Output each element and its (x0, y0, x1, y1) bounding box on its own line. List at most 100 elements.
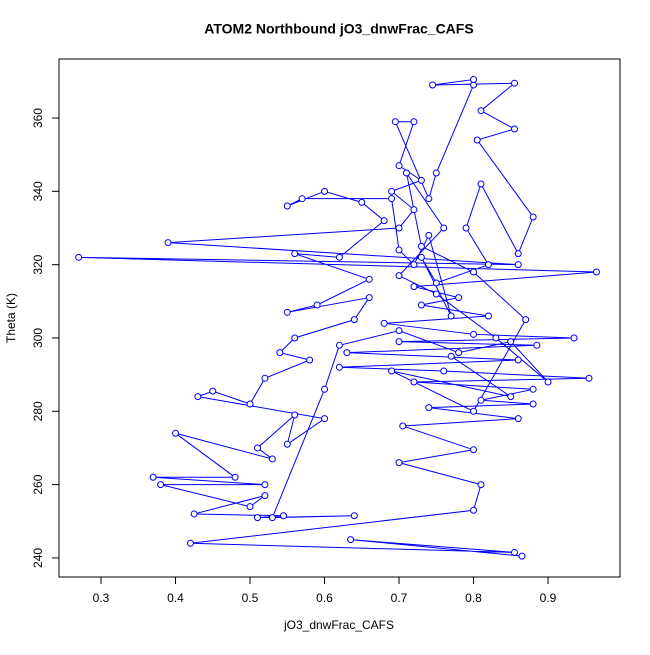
y-tick-label: 340 (31, 181, 45, 201)
data-point (470, 446, 478, 454)
data-point (470, 330, 478, 338)
data-point (280, 512, 288, 520)
data-point (209, 387, 217, 395)
data-point (429, 81, 437, 89)
x-tick-label: 0.9 (540, 591, 557, 605)
data-point (350, 512, 358, 520)
data-point (395, 224, 403, 232)
x-tick-label: 0.6 (316, 591, 333, 605)
data-point (380, 217, 388, 225)
data-point (477, 180, 485, 188)
data-point (544, 378, 552, 386)
data-point (455, 294, 463, 302)
x-tick-label: 0.3 (93, 591, 110, 605)
data-point (186, 539, 194, 547)
data-point (335, 363, 343, 371)
data-point (410, 206, 418, 214)
data-point (395, 162, 403, 170)
data-point (388, 367, 396, 375)
data-point (440, 367, 448, 375)
data-point (261, 492, 269, 500)
data-point (425, 195, 433, 203)
data-point (246, 503, 254, 511)
data-point (529, 213, 537, 221)
data-point (261, 374, 269, 382)
data-point (306, 356, 314, 364)
data-point (283, 202, 291, 210)
data-point (417, 301, 425, 309)
data-point (440, 224, 448, 232)
y-tick-label: 280 (31, 401, 45, 421)
data-point (514, 415, 522, 423)
x-tick-label: 0.4 (167, 591, 184, 605)
data-point (388, 195, 396, 203)
plot-frame (58, 58, 621, 578)
data-point (592, 268, 600, 276)
data-point (477, 481, 485, 489)
data-point (514, 261, 522, 269)
y-tick-label: 240 (31, 548, 45, 568)
y-tick-label: 360 (31, 108, 45, 128)
data-point (425, 404, 433, 412)
data-point (470, 268, 478, 276)
data-point (432, 279, 440, 287)
data-point (335, 341, 343, 349)
data-point (395, 272, 403, 280)
data-point (410, 378, 418, 386)
data-point (231, 473, 239, 481)
data-point (402, 169, 410, 177)
data-point (253, 514, 261, 522)
data-point (268, 514, 276, 522)
data-point (283, 440, 291, 448)
data-point (410, 261, 418, 269)
data-point (570, 334, 578, 342)
data-point (410, 283, 418, 291)
data-point (380, 319, 388, 327)
data-point (417, 242, 425, 250)
data-point (511, 548, 519, 556)
data-point (417, 176, 425, 184)
data-point (313, 301, 321, 309)
data-point (529, 400, 537, 408)
data-point (470, 407, 478, 415)
x-tick-label: 0.8 (465, 591, 482, 605)
x-tick-label: 0.7 (391, 591, 408, 605)
data-point (291, 334, 299, 342)
data-point (477, 396, 485, 404)
data-point (514, 250, 522, 258)
data-point (365, 275, 373, 283)
data-point (462, 224, 470, 232)
data-point (350, 316, 358, 324)
data-point (291, 411, 299, 419)
data-point (533, 341, 541, 349)
y-tick-label: 300 (31, 328, 45, 348)
data-point (585, 374, 593, 382)
y-tick-label: 320 (31, 254, 45, 274)
data-point (514, 356, 522, 364)
data-point (388, 187, 396, 195)
data-point (432, 290, 440, 298)
data-point (395, 459, 403, 467)
data-point (343, 349, 351, 357)
data-point (190, 510, 198, 518)
data-point (399, 422, 407, 430)
data-point (522, 316, 530, 324)
data-point (492, 334, 500, 342)
data-point (164, 239, 172, 247)
data-point (511, 125, 519, 133)
data-point (157, 481, 165, 489)
x-axis-label: jO3_dnwFrac_CAFS (283, 618, 394, 632)
data-point (149, 473, 157, 481)
data-point (447, 352, 455, 360)
data-point (291, 250, 299, 258)
data-point (395, 327, 403, 335)
data-point (447, 312, 455, 320)
data-point (425, 231, 433, 239)
data-point (321, 385, 329, 393)
data-point (507, 338, 515, 346)
data-point (395, 246, 403, 254)
data-point (75, 253, 83, 261)
data-point (529, 385, 537, 393)
data-point (395, 338, 403, 346)
